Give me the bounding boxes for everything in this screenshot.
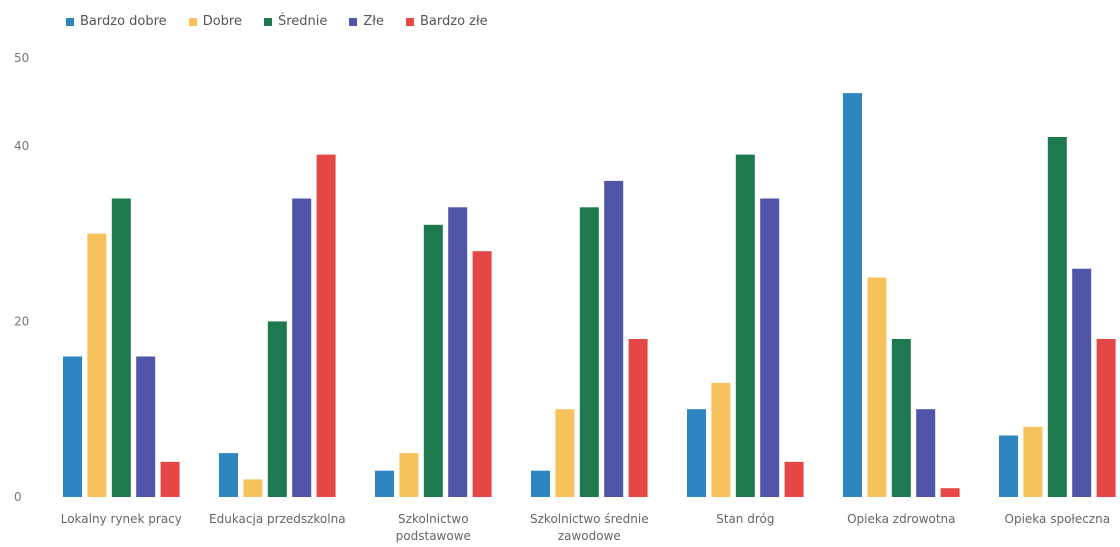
x-tick-label: podstawowe (396, 529, 471, 543)
legend-swatch (406, 17, 414, 26)
bar (472, 251, 492, 497)
bar (1072, 268, 1092, 497)
bar (160, 461, 180, 497)
bar (891, 339, 911, 497)
legend-item: Średnie (263, 14, 328, 29)
bar (916, 409, 936, 497)
x-tick-label: zawodowe (558, 529, 621, 543)
bar (316, 154, 336, 497)
bar (243, 479, 263, 497)
bar (579, 207, 599, 498)
bar (735, 154, 755, 497)
y-tick-label: 20 (14, 314, 29, 328)
legend-swatch (66, 17, 74, 26)
legend-label: Złe (363, 14, 384, 29)
legend-label: Bardzo dobre (80, 14, 167, 29)
bar (423, 224, 443, 498)
legend-item: Złe (349, 14, 384, 29)
bar (784, 461, 804, 497)
y-tick-label: 40 (14, 139, 29, 153)
bar (760, 198, 780, 497)
x-tick-label: Lokalny rynek pracy (61, 512, 182, 526)
bar (687, 409, 706, 497)
bar (219, 453, 238, 497)
bar (843, 93, 862, 497)
bar (375, 470, 394, 497)
bar (555, 409, 575, 497)
bar (136, 356, 156, 497)
legend-swatch (263, 17, 272, 26)
x-tick-label: Stan dróg (716, 512, 774, 526)
y-tick-label: 50 (14, 51, 29, 65)
x-tick-label: Opieka społeczna (1005, 512, 1111, 526)
bar (87, 233, 107, 497)
legend-label: Bardzo złe (420, 14, 488, 29)
x-tick-label: Szkolnictwo średnie (530, 512, 649, 526)
bar (867, 277, 887, 497)
x-tick-label: Edukacja przedszkolna (209, 512, 346, 526)
x-tick-label: Szkolnictwo (398, 512, 469, 526)
bar (1047, 137, 1067, 497)
bar (267, 321, 287, 497)
bar (604, 180, 624, 497)
legend-label: Średnie (277, 14, 328, 29)
bar (1096, 339, 1116, 497)
legend-item: Bardzo złe (406, 14, 488, 29)
legend-item: Bardzo dobre (66, 14, 167, 29)
bar (999, 435, 1018, 497)
legend: Bardzo dobre Dobre Średnie Złe Bardzo złe (66, 14, 488, 29)
bar (292, 198, 312, 497)
bar (711, 382, 731, 497)
y-tick-label: 0 (14, 490, 22, 504)
bar (531, 470, 550, 497)
bar (628, 339, 648, 497)
bar (399, 453, 419, 497)
legend-swatch (188, 17, 197, 26)
bar (63, 356, 82, 497)
legend-label: Dobre (202, 14, 242, 29)
bar (940, 488, 960, 497)
legend-swatch (349, 17, 358, 26)
bar (1023, 426, 1043, 497)
x-tick-label: Opieka zdrowotna (847, 512, 955, 526)
legend-item: Dobre (188, 14, 242, 29)
bar (111, 198, 131, 497)
bar (448, 207, 468, 498)
